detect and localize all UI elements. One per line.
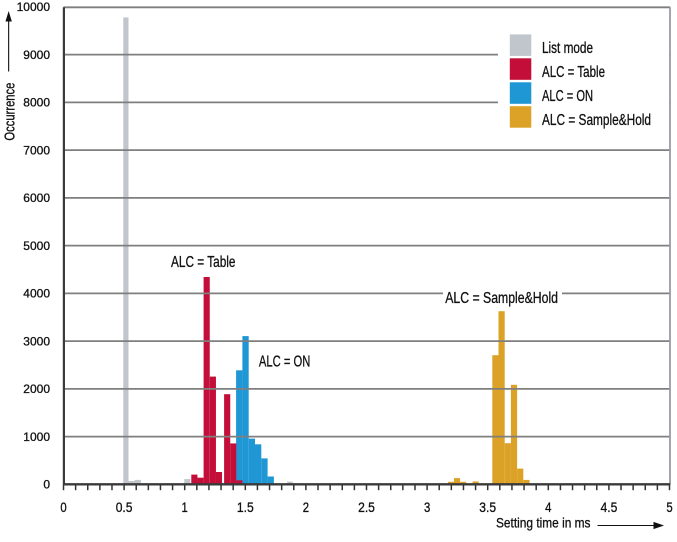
svg-text:4: 4 <box>545 499 551 515</box>
svg-text:1000: 1000 <box>23 430 50 444</box>
svg-text:2.5: 2.5 <box>358 499 375 515</box>
svg-text:ALC = Table: ALC = Table <box>542 64 605 81</box>
svg-text:2: 2 <box>303 499 309 515</box>
svg-text:2000: 2000 <box>23 382 50 396</box>
svg-text:3.5: 3.5 <box>479 499 496 515</box>
svg-text:0.5: 0.5 <box>116 499 133 515</box>
svg-text:6000: 6000 <box>23 191 50 205</box>
svg-text:0: 0 <box>60 499 66 515</box>
svg-text:Setting time in ms: Setting time in ms <box>496 515 591 531</box>
svg-text:5: 5 <box>666 499 672 515</box>
svg-text:ALC = Sample&Hold: ALC = Sample&Hold <box>542 112 651 129</box>
svg-text:1: 1 <box>182 499 188 515</box>
svg-text:3: 3 <box>424 499 430 515</box>
svg-text:Occurrence: Occurrence <box>2 83 19 141</box>
svg-text:5000: 5000 <box>23 239 50 253</box>
svg-text:4000: 4000 <box>23 287 50 301</box>
svg-text:ALC = Sample&Hold: ALC = Sample&Hold <box>445 290 558 307</box>
svg-text:10000: 10000 <box>17 0 51 14</box>
svg-text:4.5: 4.5 <box>601 499 618 515</box>
svg-text:ALC = ON: ALC = ON <box>259 354 310 371</box>
svg-text:3000: 3000 <box>23 334 50 348</box>
svg-text:0: 0 <box>43 478 50 492</box>
svg-text:1.5: 1.5 <box>237 499 254 515</box>
svg-text:9000: 9000 <box>23 48 50 62</box>
svg-text:List mode: List mode <box>542 40 593 57</box>
svg-text:ALC = Table: ALC = Table <box>171 254 236 271</box>
svg-text:8000: 8000 <box>23 96 50 110</box>
svg-text:7000: 7000 <box>23 143 50 157</box>
svg-text:ALC = ON: ALC = ON <box>542 88 593 105</box>
